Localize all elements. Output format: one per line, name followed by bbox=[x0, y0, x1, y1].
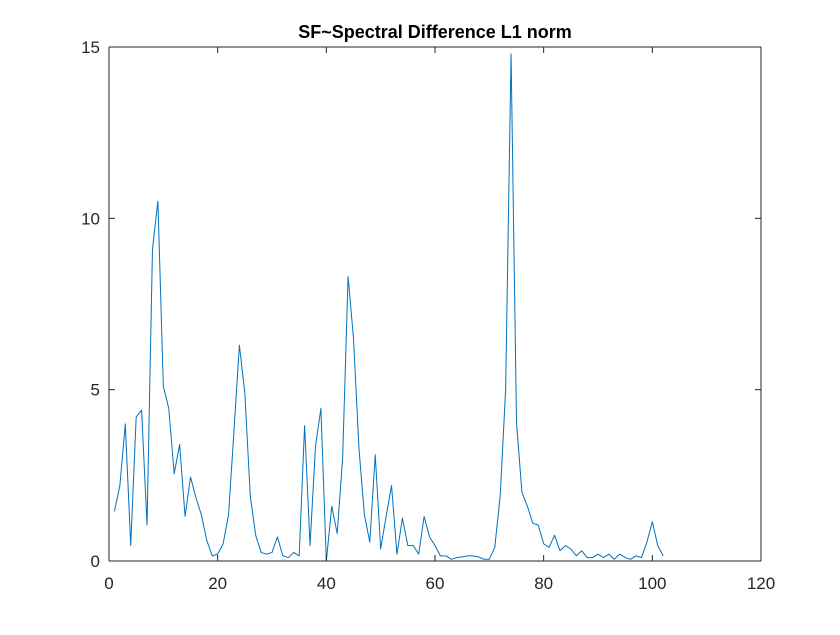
series-line-1 bbox=[113, 53, 664, 562]
x-tick-label: 20 bbox=[208, 574, 227, 593]
y-tick-label: 0 bbox=[91, 552, 100, 571]
y-tick-label: 5 bbox=[91, 381, 100, 400]
series-layer bbox=[113, 53, 664, 562]
y-tick-label: 10 bbox=[81, 209, 100, 228]
y-tick-label: 15 bbox=[81, 38, 100, 57]
axes-layer: 0 20 40 60 80 100 120 0 5 10 15 bbox=[81, 38, 775, 593]
x-tick-label: 120 bbox=[747, 574, 775, 593]
plot-area bbox=[109, 47, 761, 561]
x-tick-label: 60 bbox=[426, 574, 445, 593]
chart-title: SF~Spectral Difference L1 norm bbox=[298, 22, 572, 42]
x-tick-label: 0 bbox=[104, 574, 113, 593]
x-tick-label: 40 bbox=[317, 574, 336, 593]
x-tick-label: 100 bbox=[638, 574, 666, 593]
x-tick-label: 80 bbox=[534, 574, 553, 593]
